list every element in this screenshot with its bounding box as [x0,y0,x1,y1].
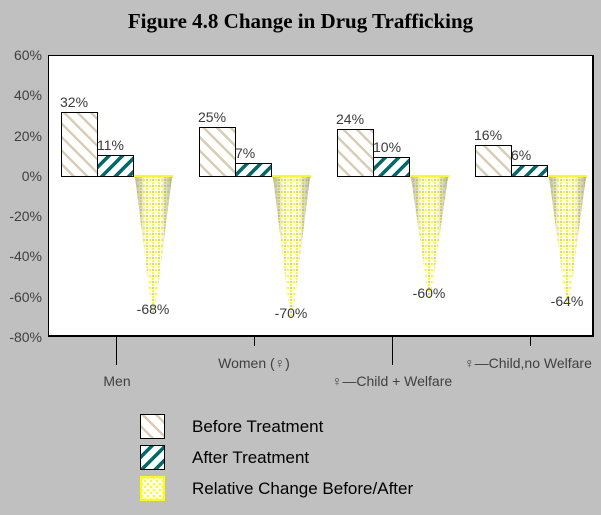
cone-top-edge [548,174,587,178]
x-label-child-welfare: ♀—Child + Welfare [331,373,453,389]
relative-change-swatch-icon [140,476,165,501]
y-tick-label: 20% [13,127,42,144]
before-treatment-bar [61,112,98,177]
after-treatment-bar [511,164,548,177]
before-value-label: 24% [336,110,365,127]
bar-group-men: 32% 11% -68% [60,56,173,335]
relative-change-cone [135,176,172,314]
before-treatment-bar [199,126,236,177]
y-tick-label: 60% [13,47,42,63]
x-label-child-no-welfare: ♀—Child,no Welfare [464,355,592,371]
legend-label: After Treatment [192,448,310,467]
cone-top-edge [272,174,311,178]
after-treatment-swatch-icon [140,445,165,470]
y-tick-label: 40% [13,87,42,104]
after-treatment-bar [97,154,134,177]
relative-change-cone [411,176,448,298]
plot-area: 32% 11% -68% 25% 7% -70% 24% 10% -60% 16… [48,55,594,337]
x-label-women: Women (♀) [218,355,290,371]
relative-change-label: -70% [274,304,308,321]
x-tick-women [254,337,255,346]
relative-change-cone [549,176,586,306]
after-value-label: 6% [511,146,532,163]
chart-title: Figure 4.8 Change in Drug Trafficking [127,9,474,33]
y-tick-label: -80% [9,329,42,345]
x-tick-child-no-welfare [530,337,531,346]
after-value-label: 7% [235,144,256,161]
before-value-label: 25% [198,108,227,125]
before-treatment-bar [475,144,512,177]
before-treatment-bar [337,128,374,177]
after-value-label: 11% [97,136,124,153]
x-tick-men [116,337,117,365]
before-treatment-swatch-icon [140,414,165,439]
bar-group-child-welfare: 24% 10% -60% [336,56,449,335]
relative-change-label: -60% [412,284,446,301]
before-value-label: 32% [60,94,89,111]
relative-change-label: -64% [550,292,584,309]
before-value-label: 16% [474,126,503,143]
bar-group-child-no-welfare: 16% 6% -64% [474,56,587,335]
cone-top-edge [410,174,449,178]
relative-change-cone [273,176,310,318]
after-treatment-bar [373,156,410,177]
x-tick-child-welfare [392,337,393,365]
y-tick-label: -40% [9,248,42,265]
x-label-men: Men [103,373,131,389]
cone-top-edge [134,174,173,178]
y-tick-label: 0% [21,167,42,184]
after-treatment-bar [235,162,272,177]
y-tick-label: -20% [9,208,42,225]
legend-label: Relative Change Before/After [192,479,414,498]
after-value-label: 10% [373,138,402,155]
relative-change-label: -68% [136,300,170,317]
bar-group-women: 25% 7% -70% [198,56,311,335]
legend-label: Before Treatment [192,417,324,436]
y-tick-label: -60% [9,288,42,305]
y-axis-labels: 60% 40% 20% 0% -20% -40% -60% -80% [0,47,44,345]
